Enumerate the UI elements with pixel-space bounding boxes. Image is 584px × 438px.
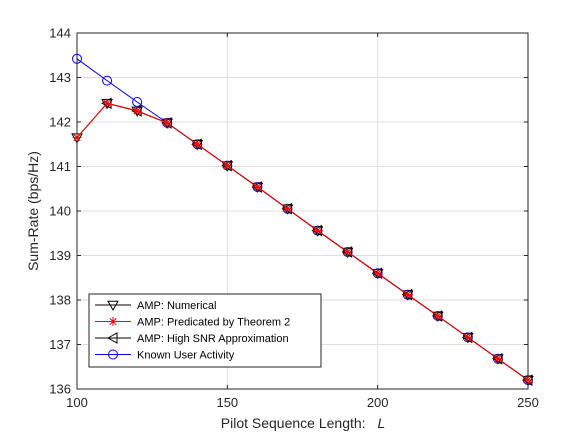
y-tick-label: 137	[49, 337, 71, 352]
x-tick-label: 200	[367, 395, 389, 410]
data-point-marker	[282, 204, 292, 214]
legend-label: AMP: Numerical	[137, 300, 216, 312]
data-point-marker	[463, 332, 473, 342]
axis-ticks: 100 150 200 250 136 137 138 139 140 141 142 143 144	[49, 26, 539, 411]
data-point-marker	[343, 247, 353, 257]
y-tick-label: 143	[49, 70, 71, 85]
x-axis-label: Pilot Sequence Length: L	[221, 415, 385, 431]
x-axis-label-variable: L	[377, 415, 385, 431]
data-point-marker	[313, 226, 323, 236]
legend-label: AMP: Predicated by Theorem 2	[137, 317, 290, 329]
data-point-marker	[252, 182, 262, 192]
x-tick-label: 100	[66, 395, 88, 410]
y-tick-label: 139	[49, 248, 71, 263]
legend-entry: Known User Activity	[95, 349, 235, 362]
y-tick-label: 144	[49, 26, 71, 41]
data-point-marker	[162, 118, 172, 128]
series-1	[72, 98, 533, 385]
legend-entry: AMP: Numerical	[95, 300, 216, 312]
x-tick-label: 250	[517, 395, 539, 410]
data-point-marker	[102, 98, 112, 108]
legend-marker	[106, 332, 118, 344]
data-point-marker	[132, 106, 142, 116]
data-point-marker	[493, 354, 503, 364]
y-tick-label: 141	[49, 159, 71, 174]
legend-entry: AMP: Predicated by Theorem 2	[95, 317, 290, 329]
x-axis-label-text: Pilot Sequence Length:	[221, 415, 366, 431]
x-tick-label: 150	[216, 395, 238, 410]
data-point-marker	[72, 133, 82, 143]
legend-marker	[107, 300, 119, 312]
legend-marker	[108, 317, 118, 326]
data-point-marker	[102, 75, 113, 86]
data-point-marker	[192, 139, 202, 149]
data-point-marker	[403, 290, 413, 300]
y-tick-label: 138	[49, 293, 71, 308]
y-tick-label: 136	[49, 382, 71, 397]
legend-label: Known User Activity	[137, 350, 235, 362]
legend: AMP: Numerical AMP: Predicated by Theorem…	[88, 293, 322, 368]
y-tick-label: 140	[49, 204, 71, 219]
series-line	[76, 102, 529, 381]
y-axis-label: Sum-Rate (bps/Hz)	[25, 151, 41, 271]
legend-marker	[108, 349, 118, 360]
legend-label: AMP: High SNR Approximation	[137, 333, 289, 345]
legend-entry: AMP: High SNR Approximation	[95, 332, 289, 345]
data-point-marker	[523, 375, 533, 385]
data-point-marker	[433, 311, 443, 321]
data-series	[71, 53, 534, 387]
y-tick-label: 142	[49, 115, 71, 130]
data-point-marker	[373, 268, 383, 278]
data-point-marker	[222, 161, 232, 171]
data-point-marker	[72, 53, 82, 64]
